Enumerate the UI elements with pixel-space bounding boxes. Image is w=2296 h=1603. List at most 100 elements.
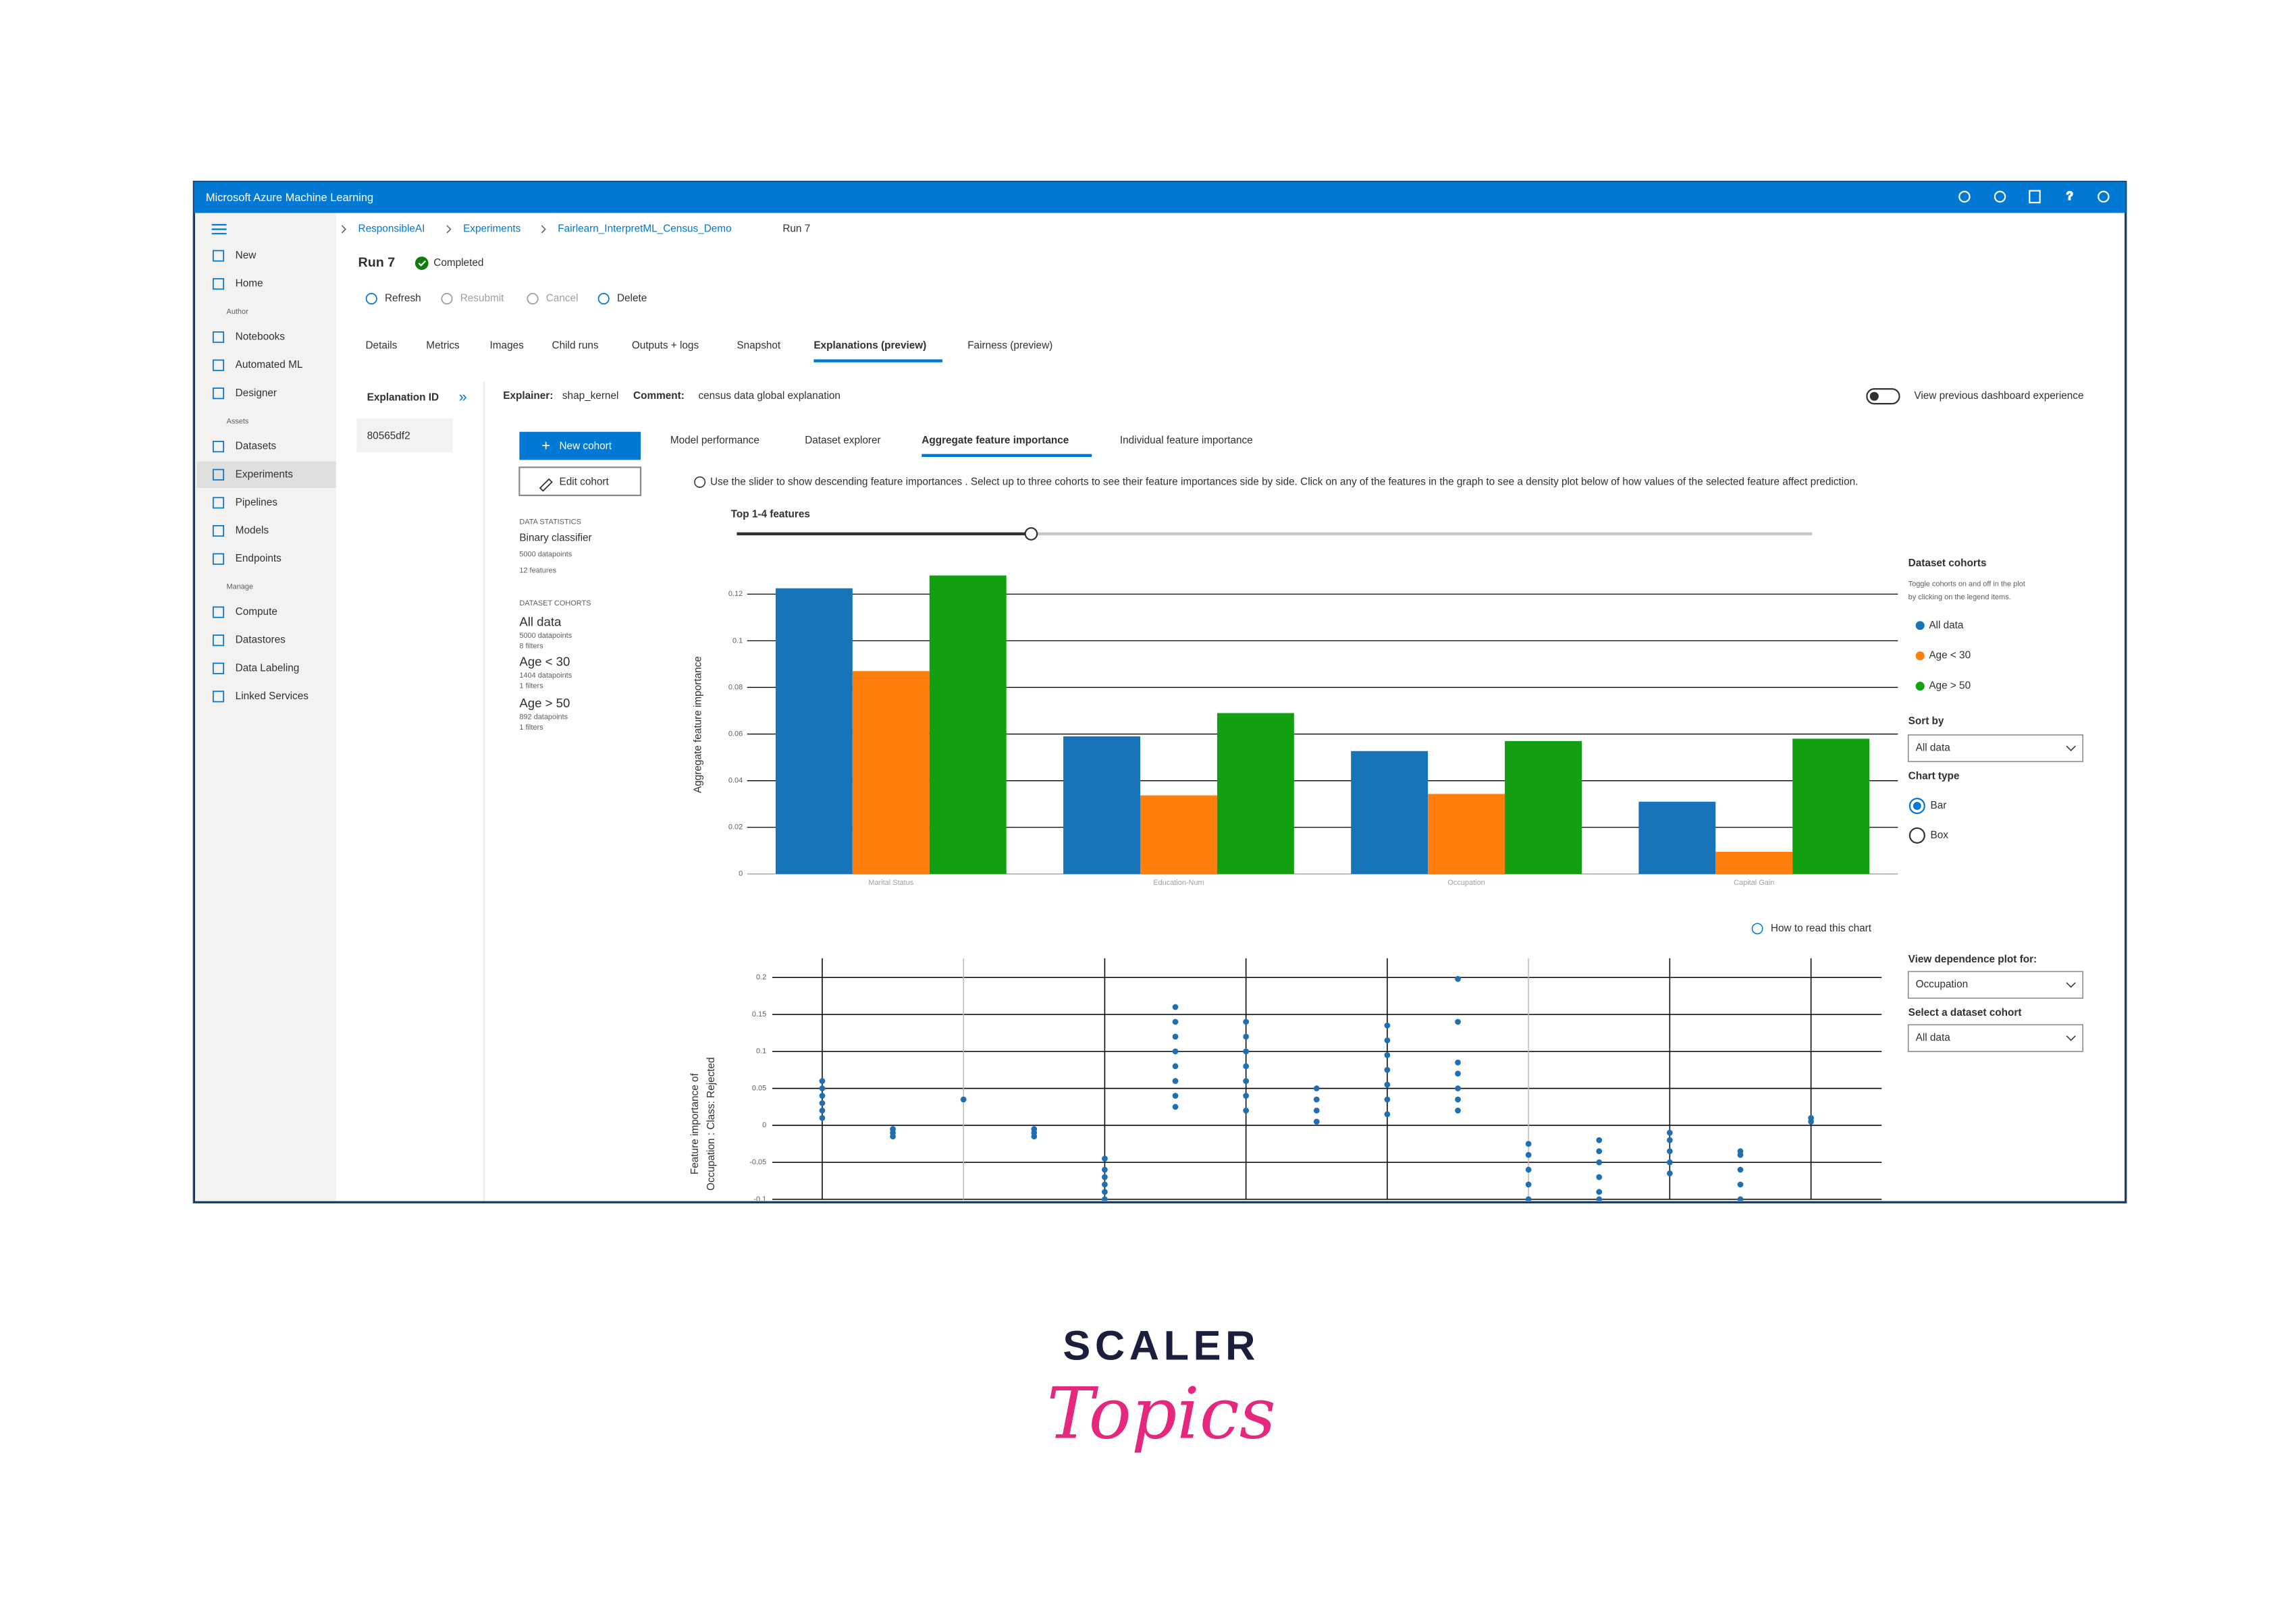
tab[interactable]: Child runs xyxy=(552,340,599,352)
point[interactable] xyxy=(1455,976,1461,982)
nav-item[interactable]: Experiments xyxy=(236,468,294,480)
point[interactable] xyxy=(1737,1166,1744,1173)
point[interactable] xyxy=(819,1085,826,1091)
bar[interactable] xyxy=(1715,852,1793,874)
nav-item[interactable]: Datasets xyxy=(236,441,277,452)
explanation-id-box[interactable] xyxy=(356,418,453,453)
nav-item[interactable]: Linked Services xyxy=(236,690,309,702)
collapse-icon[interactable]: » xyxy=(459,388,467,405)
subtab[interactable]: Aggregate feature importance xyxy=(922,435,1069,446)
point[interactable] xyxy=(1384,1081,1391,1088)
bar[interactable] xyxy=(1638,801,1716,874)
nav-item[interactable]: Notebooks xyxy=(236,331,286,343)
point[interactable] xyxy=(1313,1108,1320,1114)
point[interactable] xyxy=(1455,1059,1461,1066)
point[interactable] xyxy=(1102,1181,1108,1188)
subtab[interactable]: Model performance xyxy=(670,435,759,446)
point[interactable] xyxy=(1525,1151,1532,1158)
new-cohort-label[interactable]: New cohort xyxy=(559,441,612,452)
dropdown-value[interactable]: Occupation xyxy=(1916,979,1969,990)
point[interactable] xyxy=(1313,1096,1320,1103)
subtab[interactable]: Individual feature importance xyxy=(1120,435,1253,446)
point[interactable] xyxy=(1525,1166,1532,1173)
nav-item[interactable]: New xyxy=(236,250,257,261)
point[interactable] xyxy=(1172,1104,1179,1110)
radio[interactable] xyxy=(1908,827,1925,844)
nav-item[interactable]: Endpoints xyxy=(236,553,282,564)
point[interactable] xyxy=(890,1126,896,1133)
legend-label[interactable]: All data xyxy=(1929,620,1964,631)
point[interactable] xyxy=(1455,1108,1461,1114)
point[interactable] xyxy=(1243,1018,1250,1025)
point[interactable] xyxy=(1596,1137,1603,1143)
point[interactable] xyxy=(1384,1023,1391,1029)
point[interactable] xyxy=(1596,1196,1603,1202)
tab[interactable]: Explanations (preview) xyxy=(813,340,926,352)
bar[interactable] xyxy=(1505,740,1582,874)
nav-item[interactable]: Compute xyxy=(236,606,277,618)
point[interactable] xyxy=(1525,1196,1532,1202)
point[interactable] xyxy=(1243,1048,1250,1055)
bar[interactable] xyxy=(775,588,853,874)
point[interactable] xyxy=(1737,1196,1744,1202)
point[interactable] xyxy=(1243,1093,1250,1099)
point[interactable] xyxy=(1313,1118,1320,1125)
bar[interactable] xyxy=(1351,751,1429,874)
bar[interactable] xyxy=(1063,736,1140,874)
dropdown[interactable] xyxy=(1907,734,2083,763)
point[interactable] xyxy=(1666,1148,1673,1155)
point[interactable] xyxy=(1737,1181,1744,1188)
toolbar-button[interactable]: Cancel xyxy=(546,293,579,304)
point[interactable] xyxy=(1525,1181,1532,1188)
point[interactable] xyxy=(1102,1189,1108,1195)
legend-swatch[interactable] xyxy=(1915,651,1925,661)
point[interactable] xyxy=(1172,1063,1179,1070)
point[interactable] xyxy=(960,1096,967,1103)
tab[interactable]: Outputs + logs xyxy=(632,340,699,352)
dropdown[interactable] xyxy=(1907,971,2083,999)
point[interactable] xyxy=(1172,1033,1179,1040)
bar[interactable] xyxy=(1792,738,1870,874)
how-to-link[interactable]: How to read this chart xyxy=(1771,923,1872,934)
tab[interactable]: Images xyxy=(490,340,525,352)
point[interactable] xyxy=(819,1100,826,1106)
point[interactable] xyxy=(1455,1018,1461,1025)
nav-item[interactable]: Models xyxy=(236,525,269,537)
point[interactable] xyxy=(1172,1018,1179,1025)
point[interactable] xyxy=(1596,1159,1603,1166)
point[interactable] xyxy=(1172,1004,1179,1010)
explanation-id[interactable]: 80565df2 xyxy=(367,430,410,441)
point[interactable] xyxy=(1243,1033,1250,1040)
point[interactable] xyxy=(1102,1166,1108,1173)
point[interactable] xyxy=(1243,1108,1250,1114)
toolbar-button[interactable]: Delete xyxy=(617,293,647,304)
point[interactable] xyxy=(1808,1114,1814,1121)
edit-cohort-button[interactable] xyxy=(518,466,642,497)
edit-cohort-label[interactable]: Edit cohort xyxy=(559,476,609,487)
toolbar-button[interactable]: Resubmit xyxy=(460,293,504,304)
point[interactable] xyxy=(1525,1141,1532,1147)
dropdown[interactable] xyxy=(1907,1024,2083,1052)
point[interactable] xyxy=(1384,1096,1391,1103)
tab[interactable]: Snapshot xyxy=(737,340,781,352)
slider-thumb[interactable] xyxy=(1024,527,1038,541)
menu-icon[interactable] xyxy=(211,223,227,235)
legend-swatch[interactable] xyxy=(1915,682,1925,691)
point[interactable] xyxy=(1172,1078,1179,1084)
bar[interactable] xyxy=(1140,795,1217,874)
new-cohort-button[interactable] xyxy=(519,431,641,460)
legend-label[interactable]: Age < 30 xyxy=(1929,650,1971,661)
point[interactable] xyxy=(1596,1189,1603,1195)
legend-label[interactable]: Age > 50 xyxy=(1929,680,1971,692)
tab[interactable]: Details xyxy=(365,340,397,352)
point[interactable] xyxy=(1102,1196,1108,1202)
point[interactable] xyxy=(1031,1126,1038,1133)
point[interactable] xyxy=(1666,1137,1673,1143)
bar[interactable] xyxy=(1217,713,1294,874)
breadcrumb[interactable]: ResponsibleAI xyxy=(358,223,425,235)
point[interactable] xyxy=(1243,1078,1250,1084)
subtab[interactable]: Dataset explorer xyxy=(805,435,880,446)
breadcrumb[interactable]: Experiments xyxy=(463,223,521,235)
point[interactable] xyxy=(1455,1070,1461,1077)
legend-swatch[interactable] xyxy=(1915,621,1925,630)
